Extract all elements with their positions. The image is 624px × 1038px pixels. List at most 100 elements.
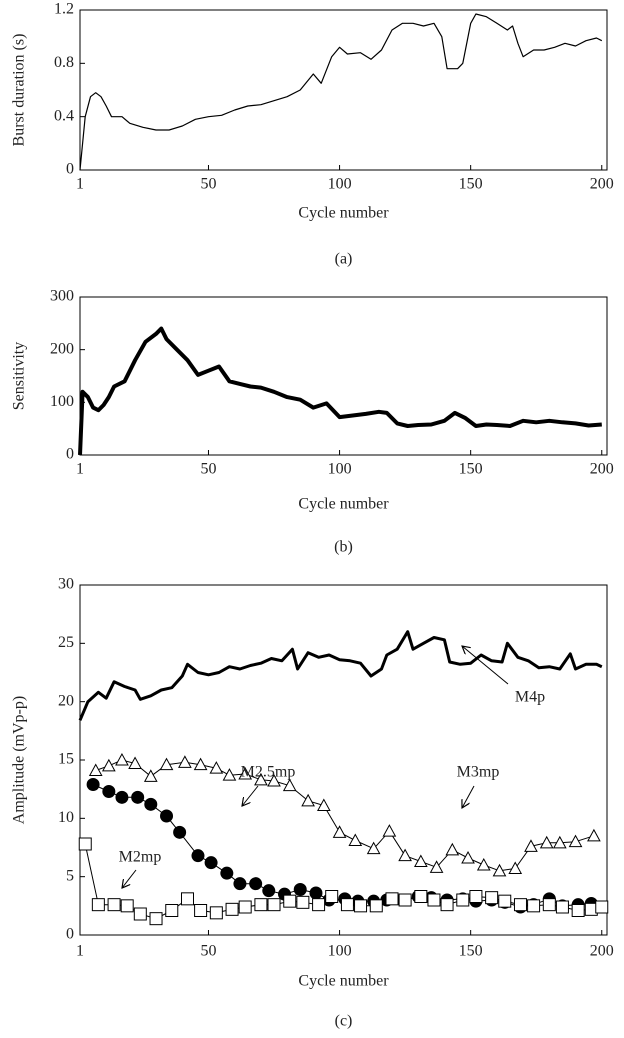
triangle-marker (398, 848, 412, 862)
triangle-marker (143, 769, 158, 782)
x-axis-label: Cycle number (298, 973, 389, 990)
triangle-marker (88, 763, 103, 776)
circle-marker (293, 883, 307, 896)
x-tick-label: 50 (200, 176, 216, 193)
square-marker (354, 899, 368, 913)
y-tick-label: 100 (50, 393, 74, 410)
series-annotation: M4p (515, 689, 545, 706)
y-tick-label: 0 (66, 446, 74, 463)
circle-marker (309, 886, 323, 900)
y-axis-label: Sensitivity (11, 342, 28, 410)
y-tick-label: 0 (66, 161, 74, 178)
y-tick-label: 200 (50, 340, 74, 357)
circle-marker (262, 884, 276, 898)
triangle-marker (101, 758, 116, 772)
circle-marker (191, 849, 205, 863)
x-tick-label: 150 (459, 176, 483, 193)
x-tick-label: 200 (590, 943, 614, 960)
series-line (78, 326, 602, 456)
triangle-marker (429, 860, 444, 873)
triangle-marker (461, 850, 475, 864)
square-marker (369, 899, 383, 913)
x-tick-label: 100 (328, 943, 352, 960)
y-tick-label: 10 (58, 809, 74, 826)
panel-caption: (c) (335, 1013, 353, 1030)
x-tick-label: 1 (76, 461, 84, 478)
square-marker (107, 898, 121, 912)
square-marker (312, 898, 326, 912)
x-tick-label: 200 (590, 176, 614, 193)
triangle-marker (476, 857, 491, 871)
square-marker (325, 890, 339, 903)
circle-marker (204, 856, 218, 870)
y-tick-label: 30 (58, 576, 74, 593)
y-tick-label: 15 (58, 751, 74, 768)
x-tick-label: 50 (200, 943, 216, 960)
x-tick-label: 100 (328, 461, 352, 478)
square-marker (555, 900, 569, 914)
x-tick-label: 200 (590, 461, 614, 478)
y-axis-label: Amplitude (mVp-p) (11, 696, 28, 824)
triangle-marker (348, 833, 363, 846)
x-axis-label: Cycle number (298, 496, 389, 513)
triangle-marker (552, 835, 567, 849)
square-marker (238, 900, 252, 914)
x-tick-label: 1 (76, 176, 84, 193)
y-tick-label: 0.4 (54, 107, 74, 124)
square-marker (209, 906, 223, 920)
triangle-marker (301, 793, 315, 807)
series-annotation: M2mp (119, 849, 162, 866)
triangle-marker (222, 768, 237, 781)
square-marker (91, 898, 105, 912)
square-marker (194, 904, 208, 917)
triangle-marker (508, 861, 523, 874)
triangle-marker (128, 756, 142, 769)
x-tick-label: 150 (459, 943, 483, 960)
y-tick-label: 0.8 (54, 54, 74, 71)
annotation-arrow (242, 785, 259, 806)
square-marker (571, 904, 585, 917)
triangle-marker (524, 839, 538, 852)
square-marker (485, 891, 499, 905)
triangle-marker (209, 761, 224, 774)
triangle-marker (254, 772, 268, 786)
series-annotation: M2.5mp (241, 764, 296, 781)
square-marker (469, 890, 483, 903)
square-marker (267, 898, 281, 912)
annotation-arrow (122, 869, 137, 888)
triangle-marker (238, 766, 253, 780)
triangle-marker (366, 841, 381, 855)
circle-marker (249, 877, 263, 891)
triangle-marker (282, 778, 297, 792)
y-tick-label: 300 (50, 288, 74, 305)
circle-marker (173, 825, 187, 839)
x-axis-label: Cycle number (298, 205, 389, 222)
triangle-marker (568, 834, 583, 848)
square-marker (542, 898, 556, 912)
circle-marker (144, 797, 158, 811)
triangle-marker (267, 773, 281, 787)
triangle-marker (445, 842, 460, 856)
circle-marker (115, 790, 129, 804)
x-tick-label: 50 (200, 461, 216, 478)
square-marker (133, 907, 147, 921)
annotation-arrow (462, 646, 509, 685)
square-marker (225, 902, 239, 916)
square-marker (149, 912, 163, 926)
square-marker (254, 898, 268, 912)
circle-marker (160, 809, 174, 823)
x-tick-label: 150 (459, 461, 483, 478)
circle-marker (102, 785, 116, 798)
square-marker (398, 893, 412, 907)
triangle-marker (193, 757, 208, 771)
y-tick-label: 5 (66, 867, 74, 884)
square-marker (165, 904, 179, 917)
square-marker (427, 893, 441, 907)
square-marker (440, 898, 454, 912)
square-marker (340, 898, 354, 912)
plot-frame (79, 9, 608, 171)
triangle-marker (382, 824, 397, 837)
x-tick-label: 100 (328, 176, 352, 193)
series-line (92, 784, 592, 908)
